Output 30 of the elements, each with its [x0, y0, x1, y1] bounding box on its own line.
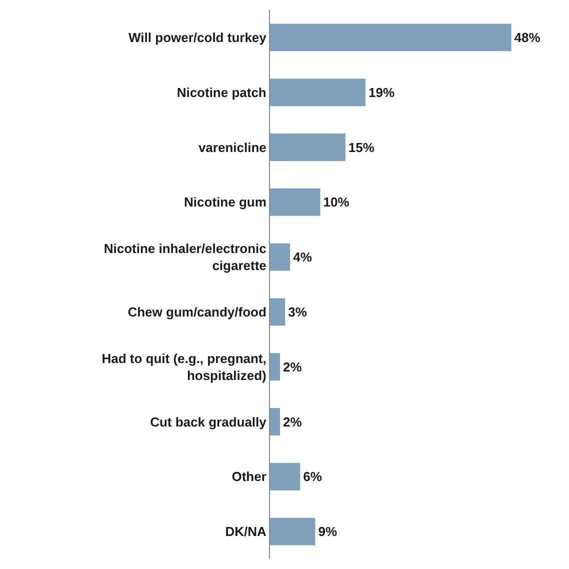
y-tick-label: Nicotine inhaler/electronic cigarette [104, 241, 266, 274]
bar [270, 462, 300, 490]
y-tick-label: DK/NA [225, 524, 268, 540]
bar [270, 24, 512, 52]
bar [270, 134, 346, 161]
bar [270, 353, 280, 381]
data-label: 3% [288, 304, 308, 320]
y-tick-label: varenicline [198, 140, 266, 155]
bar [270, 188, 320, 216]
y-tick-label: Cut back gradually [150, 414, 268, 430]
y-tick-label: Chew gum/candy/food [128, 304, 266, 320]
data-label: 19% [368, 84, 395, 100]
bar [270, 298, 286, 326]
y-tick-label: Nicotine gum [184, 194, 266, 210]
bar [270, 408, 280, 436]
data-label: 10% [323, 194, 350, 210]
data-label: 15% [348, 140, 375, 155]
y-tick-label: Will power/cold turkey [128, 30, 268, 45]
y-tick-label: Nicotine patch [176, 84, 266, 100]
data-label: 6% [303, 469, 322, 484]
data-label: 48% [514, 30, 541, 45]
bar [270, 518, 316, 546]
data-label: 2% [283, 359, 302, 374]
data-label: 2% [283, 414, 302, 430]
bar [270, 78, 366, 106]
data-label: 4% [293, 250, 312, 265]
y-tick-label: Had to quit (e.g., pregnant, hospitalized) [102, 350, 266, 383]
bar [270, 243, 290, 271]
data-label: 9% [318, 524, 338, 540]
y-tick-label: Other [232, 469, 266, 484]
